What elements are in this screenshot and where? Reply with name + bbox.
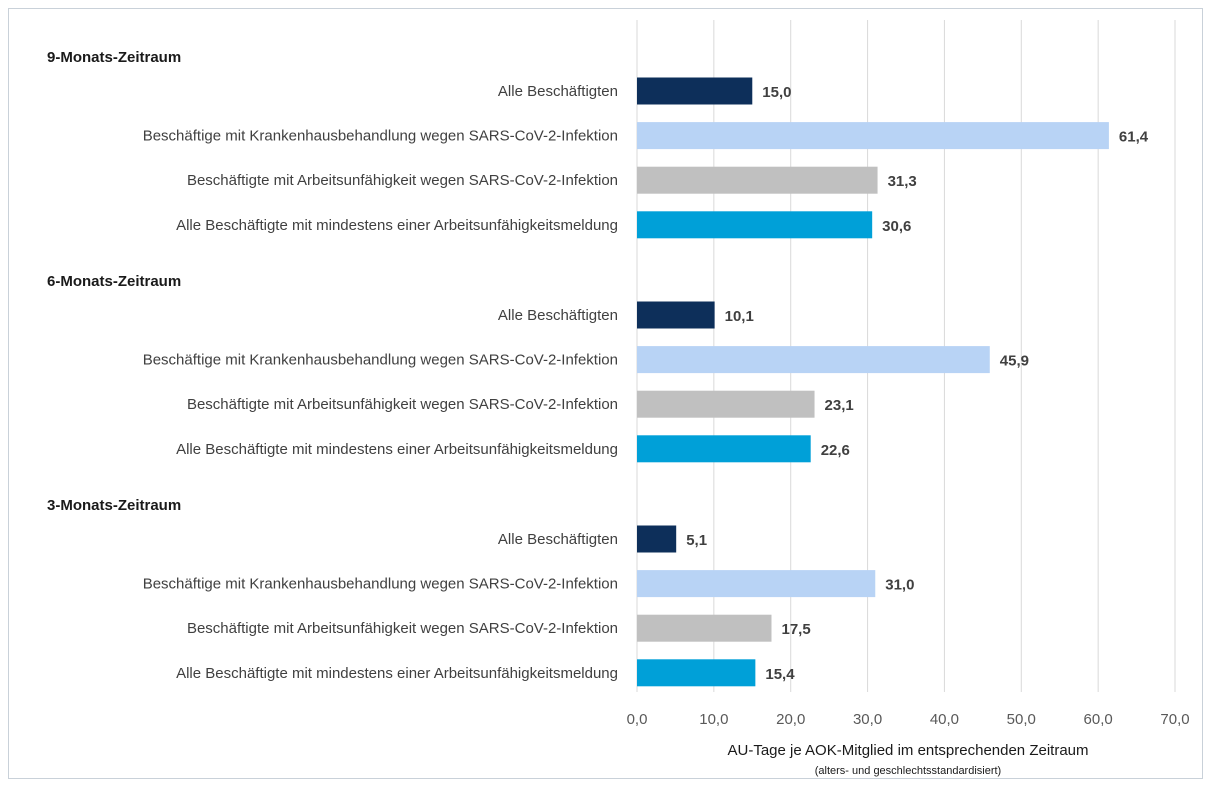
data-label: 31,0: [885, 577, 914, 594]
category-label: Beschäftigte mit Arbeitsunfähigkeit wege…: [187, 620, 618, 637]
x-axis-title: AU-Tage je AOK-Mitglied im entsprechende…: [728, 742, 1089, 759]
x-tick-labels: 0,0 10,0 20,0 30,0 40,0 50,0 60,0 70,0: [627, 711, 1190, 728]
x-tick-label: 10,0: [699, 711, 728, 728]
data-label: 17,5: [782, 621, 811, 638]
data-label: 31,3: [888, 173, 917, 190]
group-label: 3-Monats-Zeitraum: [47, 497, 181, 514]
category-label: Alle Beschäftigte mit mindestens einer A…: [176, 217, 618, 234]
x-tick-label: 20,0: [776, 711, 805, 728]
bar: [637, 435, 811, 463]
category-label: Beschäftige mit Krankenhausbehandlung we…: [143, 128, 618, 145]
data-label: 30,6: [882, 218, 911, 235]
bar: [637, 166, 878, 194]
data-label: 61,4: [1119, 129, 1149, 146]
group-label: 6-Monats-Zeitraum: [47, 273, 181, 290]
bar: [637, 659, 756, 687]
bars: [637, 77, 1109, 687]
bar: [637, 122, 1109, 150]
group-labels: 9-Monats-Zeitraum 6-Monats-Zeitraum 3-Mona…: [47, 49, 181, 514]
data-label: 10,1: [725, 308, 754, 325]
bar: [637, 390, 815, 418]
category-label: Beschäftigte mit Arbeitsunfähigkeit wege…: [187, 172, 618, 189]
x-tick-label: 0,0: [627, 711, 648, 728]
data-label: 15,4: [765, 666, 795, 683]
bar: [637, 77, 753, 105]
category-label: Beschäftige mit Krankenhausbehandlung we…: [143, 352, 618, 369]
category-label: Alle Beschäftigten: [498, 531, 618, 548]
x-axis-subtitle: (alters- und geschlechtsstandardisiert): [815, 765, 1001, 777]
category-label: Alle Beschäftigten: [498, 307, 618, 324]
value-labels: 15,0 61,4 31,3 30,6 10,1 45,9 23,1 22,6 5,1 31,0 1…: [686, 84, 1149, 683]
data-label: 23,1: [825, 397, 854, 414]
category-label: Beschäftige mit Krankenhausbehandlung we…: [143, 576, 618, 593]
category-label: Alle Beschäftigte mit mindestens einer A…: [176, 441, 618, 458]
bar: [637, 525, 677, 553]
group-label: 9-Monats-Zeitraum: [47, 49, 181, 66]
bar: [637, 301, 715, 329]
bar: [637, 346, 990, 374]
data-label: 15,0: [762, 84, 791, 101]
x-tick-label: 30,0: [853, 711, 882, 728]
category-label: Beschäftigte mit Arbeitsunfähigkeit wege…: [187, 396, 618, 413]
category-label: Alle Beschäftigten: [498, 83, 618, 100]
category-labels: Alle Beschäftigten Beschäftige mit Kranke…: [143, 83, 618, 682]
x-tick-label: 60,0: [1084, 711, 1113, 728]
x-tick-label: 50,0: [1007, 711, 1036, 728]
x-tick-label: 40,0: [930, 711, 959, 728]
category-label: Alle Beschäftigte mit mindestens einer A…: [176, 665, 618, 682]
data-label: 5,1: [686, 532, 707, 549]
bar: [637, 570, 876, 598]
chart-frame: [8, 8, 1203, 779]
x-tick-label: 70,0: [1160, 711, 1189, 728]
data-label: 22,6: [821, 442, 850, 459]
bar: [637, 211, 873, 239]
data-label: 45,9: [1000, 353, 1029, 370]
bar: [637, 614, 772, 642]
